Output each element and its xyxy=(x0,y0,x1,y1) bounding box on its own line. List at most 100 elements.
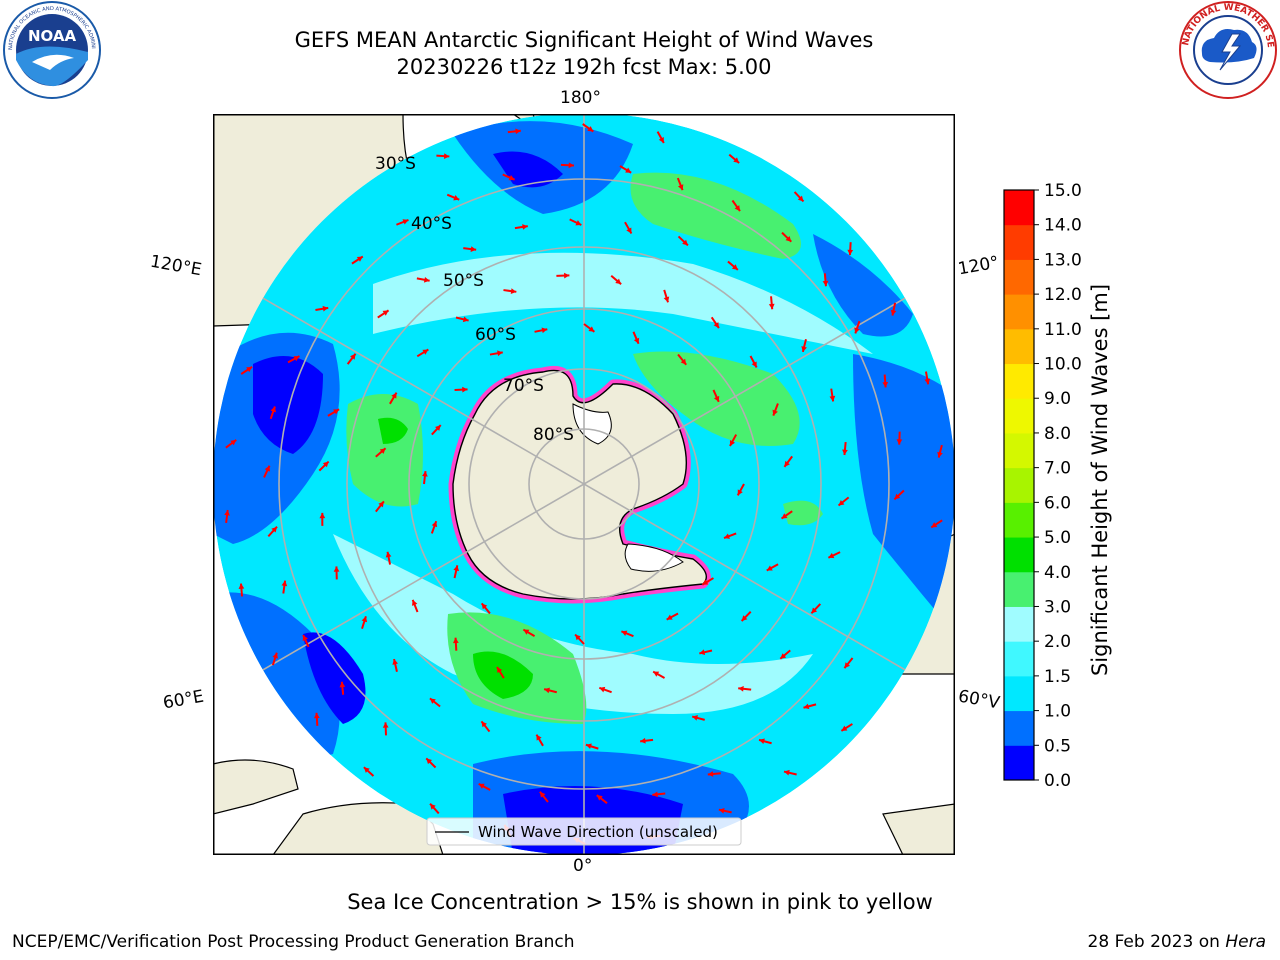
wind-wave-arrow xyxy=(768,296,775,310)
wind-wave-arrow xyxy=(480,602,491,615)
legend-label: Wind Wave Direction (unscaled) xyxy=(478,823,718,841)
colorbar: 0.0 0.5 1.0 1.5 2.0 3.0 4.0 5.0 6.0 7.0 8.0 9.0 10.0… xyxy=(1003,181,1082,790)
wind-wave-arrow xyxy=(780,510,793,520)
chart-subtitle: 20230226 t12z 192h fcst Max: 5.00 xyxy=(396,55,772,79)
wind-wave-arrow xyxy=(377,309,390,319)
graticule xyxy=(213,114,955,855)
wind-wave-arrow xyxy=(728,153,740,164)
wind-wave-arrow xyxy=(522,628,536,638)
polar-map: 30°S 40°S 50°S 60°S 70°S 80°S Wind Wave … xyxy=(213,114,955,855)
wind-wave-arrow xyxy=(937,444,943,458)
sea-ice-note: Sea Ice Concentration > 15% is shown in … xyxy=(347,890,933,914)
wind-wave-arrow xyxy=(736,483,745,496)
wind-wave-arrow xyxy=(624,221,633,234)
wind-wave-arrow xyxy=(363,766,375,777)
wind-wave-arrow xyxy=(772,403,779,416)
wind-wave-arrow xyxy=(610,275,622,285)
colorbar-tick-label: 10.0 xyxy=(1044,355,1082,375)
wind-wave-arrow xyxy=(731,199,741,212)
colorbar-tick-label: 3.0 xyxy=(1044,597,1071,617)
wind-wave-arrow xyxy=(454,386,468,393)
colorbar-segment xyxy=(1004,398,1034,434)
wind-wave-arrow xyxy=(781,231,792,243)
noaa-logo-text: NOAA xyxy=(28,27,77,45)
wind-wave-arrow xyxy=(346,353,357,365)
wind-wave-arrow xyxy=(896,431,903,445)
colorbar-segment xyxy=(1004,745,1034,781)
wind-wave-arrow xyxy=(271,652,278,666)
wind-wave-arrow xyxy=(729,434,738,447)
colorbar-segment xyxy=(1004,537,1034,573)
colorbar-tick-label: 12.0 xyxy=(1044,285,1082,305)
wind-wave-arrow xyxy=(396,218,409,226)
wind-wave-arrow xyxy=(930,519,943,529)
wind-wave-arrow xyxy=(749,355,758,368)
wind-wave-arrow xyxy=(319,512,326,526)
wind-wave-arrow xyxy=(666,612,679,621)
wind-wave-arrow xyxy=(803,703,817,710)
wind-wave-arrow xyxy=(758,738,772,745)
colorbar-tick-label: 14.0 xyxy=(1044,216,1082,236)
wind-wave-arrow xyxy=(240,366,253,375)
wind-wave-arrow xyxy=(455,316,469,323)
wind-wave-arrow xyxy=(707,771,721,777)
colorbar-tick-label: 1.5 xyxy=(1044,667,1071,687)
wind-wave-arrow xyxy=(882,374,889,388)
wind-wave-arrow xyxy=(313,712,320,726)
antarctica xyxy=(448,366,711,604)
colorbar-segment xyxy=(1004,363,1034,399)
wind-wave-arrow xyxy=(585,743,599,750)
colorbar-segment xyxy=(1004,224,1034,260)
lat-label-50s: 50°S xyxy=(443,271,484,291)
wind-wave-arrow xyxy=(480,720,491,733)
wind-wave-arrow xyxy=(543,687,558,694)
colorbar-tick-label: 4.0 xyxy=(1044,563,1071,583)
wind-wave-arrow xyxy=(452,637,459,651)
wind-wave-arrow xyxy=(382,722,389,736)
colorbar-segment xyxy=(1004,294,1034,330)
wind-wave-arrow xyxy=(429,697,441,708)
wind-wave-arrow xyxy=(539,791,549,803)
wind-wave-arrow xyxy=(389,392,398,405)
wind-wave-arrow xyxy=(224,509,230,524)
colorbar-segment xyxy=(1004,328,1034,365)
colorbar-segment xyxy=(1004,571,1034,607)
lat-label-30s: 30°S xyxy=(375,154,416,174)
colorbar-tick-label: 0.5 xyxy=(1044,736,1071,756)
lon-label-120e: 120°E xyxy=(148,251,204,281)
wind-wave-arrow xyxy=(535,734,544,747)
wind-wave-arrow xyxy=(766,563,779,572)
colorbar-segment xyxy=(1004,259,1034,295)
wind-wave-arrow xyxy=(463,246,477,252)
wind-wave-arrow xyxy=(263,465,271,478)
wind-wave-arrow xyxy=(315,305,329,312)
wind-wave-arrow xyxy=(269,406,276,420)
colorbar-segment xyxy=(1004,710,1034,746)
wind-wave-arrow xyxy=(840,723,853,732)
wind-wave-arrow xyxy=(422,470,428,485)
lat-label-70s: 70°S xyxy=(503,376,544,396)
wind-wave-arrow xyxy=(740,610,752,622)
wind-wave-arrow xyxy=(375,500,385,513)
wind-wave-arrow xyxy=(779,649,791,660)
wind-wave-arrow xyxy=(453,565,460,579)
wind-wave-arrow xyxy=(333,566,340,580)
wind-wave-arrow xyxy=(339,681,346,695)
wind-wave-arrow xyxy=(392,658,399,672)
wind-wave-arrow xyxy=(890,302,897,316)
wind-wave-arrow xyxy=(854,320,861,334)
colorbar-segment xyxy=(1004,675,1034,712)
colorbar-label: Significant Height of Wind Waves [m] xyxy=(1088,283,1112,677)
wind-wave-arrow xyxy=(489,350,503,357)
wind-wave-arrow xyxy=(225,439,237,449)
wind-wave-arrow xyxy=(431,424,442,436)
lat-label-80s: 80°S xyxy=(533,425,574,445)
nws-logo: NATIONAL WEATHER SERVICE xyxy=(1176,0,1277,99)
colorbar-segment xyxy=(1004,606,1034,642)
colorbar-tick-label: 0.0 xyxy=(1044,771,1071,790)
wind-wave-arrow xyxy=(351,255,364,265)
wind-wave-arrow xyxy=(361,616,368,630)
colorbar-segment xyxy=(1004,641,1034,677)
wind-wave-arrow xyxy=(582,123,594,133)
wind-wave-arrow xyxy=(621,630,634,638)
